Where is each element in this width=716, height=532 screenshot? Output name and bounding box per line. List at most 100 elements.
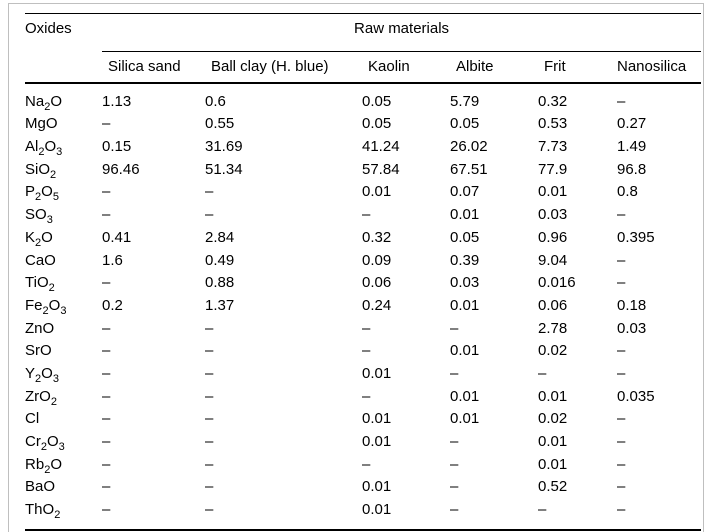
value-cell: 7.73: [538, 138, 568, 156]
value-cell: 0.06: [362, 274, 392, 292]
oxide-label: ZrO2: [25, 387, 57, 408]
value-cell: 0.016: [538, 274, 576, 292]
value-cell: 1.49: [617, 138, 647, 156]
value-cell: 0.32: [362, 228, 392, 246]
value-cell: –: [102, 364, 111, 382]
oxide-label: Al2O3: [25, 138, 63, 159]
value-cell: 0.15: [102, 138, 132, 156]
value-cell: –: [617, 251, 626, 269]
value-cell: 0.01: [450, 387, 480, 405]
figure-frame: [8, 3, 704, 532]
value-cell: 0.02: [538, 410, 568, 428]
table-row: Al2O3 0.15 31.69 41.24 26.02 7.73 1.49: [25, 135, 701, 158]
value-cell: 0.03: [617, 319, 647, 337]
oxide-label: SrO: [25, 342, 52, 360]
value-cell: 0.27: [617, 115, 647, 133]
value-cell: –: [205, 183, 214, 201]
oxide-label: BaO: [25, 478, 56, 496]
value-cell: –: [617, 364, 626, 382]
column-header-nanosilica: Nanosilica: [617, 51, 702, 84]
value-cell: 0.01: [362, 478, 392, 496]
value-cell: –: [617, 206, 626, 224]
value-cell: 9.04: [538, 251, 568, 269]
value-cell: –: [102, 274, 111, 292]
table-row: CaO 1.6 0.49 0.09 0.39 9.04 –: [25, 249, 701, 272]
table-row: TiO2 – 0.88 0.06 0.03 0.016 –: [25, 272, 701, 295]
oxide-label: TiO2: [25, 274, 55, 295]
value-cell: 0.01: [450, 296, 480, 314]
value-cell: 0.01: [362, 183, 392, 201]
value-cell: 96.46: [102, 160, 140, 178]
value-cell: 0.05: [450, 115, 480, 133]
value-cell: –: [102, 319, 111, 337]
value-cell: –: [450, 319, 459, 337]
value-cell: 0.01: [538, 183, 568, 201]
table-row: ZnO – – – – 2.78 0.03: [25, 317, 701, 340]
oxide-label: Cl: [25, 410, 40, 428]
table-row: Rb2O – – – – 0.01 –: [25, 453, 701, 476]
value-cell: –: [102, 387, 111, 405]
table-row: SrO – – – 0.01 0.02 –: [25, 340, 701, 363]
value-cell: 0.05: [362, 115, 392, 133]
value-cell: –: [102, 433, 111, 451]
table-row: Cl – – 0.01 0.01 0.02 –: [25, 408, 701, 431]
value-cell: –: [205, 478, 214, 496]
value-cell: 0.05: [362, 92, 392, 110]
oxides-column-header: Oxides: [25, 13, 102, 84]
value-cell: 0.09: [362, 251, 392, 269]
value-cell: –: [205, 410, 214, 428]
value-cell: –: [205, 319, 214, 337]
value-cell: 0.96: [538, 228, 568, 246]
value-cell: 0.02: [538, 342, 568, 360]
table-body: Na2O 1.13 0.6 0.05 5.79 0.32 – MgO – 0.55 0.05 0.05…: [25, 83, 701, 530]
column-header-albite: Albite: [450, 51, 538, 84]
oxide-label: SO3: [25, 206, 53, 227]
oxide-label: CaO: [25, 251, 56, 269]
value-cell: –: [362, 319, 371, 337]
value-cell: –: [617, 455, 626, 473]
value-cell: 41.24: [362, 138, 400, 156]
oxide-label: P2O5: [25, 183, 59, 204]
material-header-row: Silica sand Ball clay (H. blue) Kaolin Albi…: [25, 51, 702, 84]
value-cell: –: [102, 455, 111, 473]
value-cell: 57.84: [362, 160, 400, 178]
value-cell: 0.88: [205, 274, 235, 292]
value-cell: –: [102, 115, 111, 133]
value-cell: –: [617, 274, 626, 292]
value-cell: 0.03: [538, 206, 568, 224]
table-row: P2O5 – – 0.01 0.07 0.01 0.8: [25, 181, 701, 204]
value-cell: –: [205, 206, 214, 224]
value-cell: 0.01: [362, 501, 392, 519]
value-cell: –: [617, 342, 626, 360]
table-row: Y2O3 – – 0.01 – – –: [25, 362, 701, 385]
value-cell: –: [617, 410, 626, 428]
value-cell: 26.02: [450, 138, 488, 156]
oxide-label: Rb2O: [25, 455, 62, 476]
value-cell: 1.6: [102, 251, 123, 269]
value-cell: 77.9: [538, 160, 568, 178]
raw-materials-group-header: Raw materials: [102, 13, 702, 52]
value-cell: 0.01: [538, 387, 568, 405]
table-row: SO3 – – – 0.01 0.03 –: [25, 203, 701, 226]
value-cell: 0.01: [362, 364, 392, 382]
value-cell: 2.78: [538, 319, 568, 337]
value-cell: –: [617, 478, 626, 496]
oxide-label: Na2O: [25, 92, 62, 113]
value-cell: 0.2: [102, 296, 123, 314]
oxide-label: MgO: [25, 115, 58, 133]
oxide-label: K2O: [25, 228, 53, 249]
value-cell: 0.32: [538, 92, 568, 110]
value-cell: –: [102, 410, 111, 428]
value-cell: –: [450, 364, 459, 382]
oxide-label: ZnO: [25, 319, 55, 337]
value-cell: 0.07: [450, 183, 480, 201]
oxide-label: Fe2O3: [25, 296, 67, 317]
value-cell: 0.49: [205, 251, 235, 269]
value-cell: 0.01: [362, 433, 392, 451]
value-cell: 0.18: [617, 296, 647, 314]
value-cell: 0.53: [538, 115, 568, 133]
value-cell: –: [102, 206, 111, 224]
value-cell: 0.52: [538, 478, 568, 496]
table-row: K2O 0.41 2.84 0.32 0.05 0.96 0.395: [25, 226, 701, 249]
table-row: MgO – 0.55 0.05 0.05 0.53 0.27: [25, 113, 701, 136]
